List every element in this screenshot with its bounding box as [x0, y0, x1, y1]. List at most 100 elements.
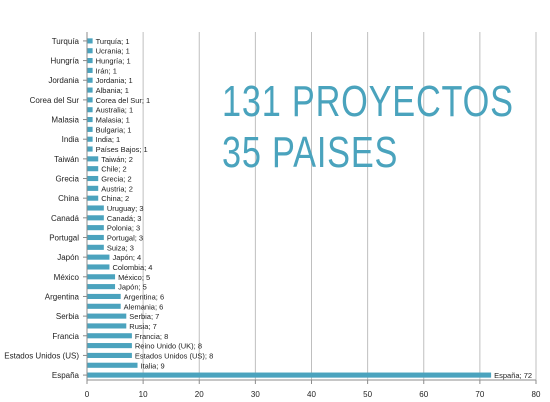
data-label: Portugal; 3 — [107, 233, 143, 242]
x-tick-label: 80 — [532, 390, 541, 399]
bar — [87, 274, 116, 280]
y-tick-label: Argentina — [45, 292, 80, 301]
x-tick-label: 70 — [475, 390, 484, 399]
bar — [87, 87, 93, 93]
bar — [87, 333, 132, 339]
bar — [87, 175, 99, 182]
data-label: Grecia; 2 — [101, 175, 131, 184]
bar — [87, 205, 104, 211]
data-label: Países Bajos; 1 — [96, 145, 148, 154]
bar — [87, 264, 110, 270]
data-label: Malasia; 1 — [96, 116, 130, 125]
bar — [87, 67, 93, 73]
bar — [87, 166, 99, 172]
data-label: México; 5 — [118, 273, 150, 282]
bar — [87, 38, 93, 44]
y-tick-label: Jordania — [48, 76, 79, 85]
data-label: Argentina; 6 — [124, 292, 164, 301]
bar — [87, 156, 99, 162]
y-tick-label: India — [62, 135, 80, 144]
y-tick-label: China — [58, 194, 79, 203]
data-label: España; 72 — [494, 371, 532, 380]
y-tick-label: Turquía — [52, 37, 80, 46]
grid-lines — [142, 32, 537, 380]
y-tick-label: Japón — [57, 253, 79, 262]
data-label: Italia; 9 — [141, 361, 165, 370]
bar — [87, 234, 104, 241]
data-label: Bulgaria; 1 — [96, 125, 132, 134]
bar — [87, 136, 93, 142]
bar — [87, 116, 93, 123]
data-label: Corea del Sur; 1 — [96, 96, 151, 105]
bars — [87, 38, 492, 378]
data-label: Taiwán; 2 — [101, 155, 133, 164]
y-tick-labels: Turquía Hungría Jordania Corea del Sur Malas… — [4, 37, 79, 380]
data-label: Canadá; 3 — [107, 214, 142, 223]
bar — [87, 215, 104, 221]
data-label: Australia; 1 — [96, 106, 134, 115]
y-tick-label: Malasia — [51, 116, 79, 125]
bar — [87, 195, 99, 201]
bar — [87, 146, 93, 152]
axes — [83, 32, 537, 384]
y-tick-label: México — [54, 273, 80, 282]
y-tick-label: Serbia — [56, 312, 80, 321]
x-tick-label: 50 — [363, 390, 372, 399]
x-tick-label: 30 — [251, 390, 260, 399]
y-tick-label: Estados Unidos (US) — [4, 351, 79, 360]
data-label: China; 2 — [101, 194, 129, 203]
data-label: Albania; 1 — [96, 86, 129, 95]
data-label: Japón; 4 — [112, 253, 141, 262]
bar — [87, 362, 138, 368]
bar — [87, 185, 99, 191]
bar — [87, 254, 110, 260]
bar — [87, 97, 93, 103]
bar — [87, 126, 93, 132]
x-tick-label: 40 — [307, 390, 316, 399]
data-label: Irán; 1 — [96, 66, 117, 75]
y-tick-label: Canadá — [51, 214, 80, 223]
bar — [87, 323, 127, 329]
y-tick-label: Corea del Sur — [30, 96, 80, 105]
bar — [87, 372, 492, 378]
y-tick-label: Portugal — [49, 233, 79, 242]
data-label: Jordania; 1 — [96, 76, 133, 85]
bar — [87, 58, 93, 64]
x-tick-label: 20 — [195, 390, 204, 399]
x-tick-labels: 0 10 20 30 40 50 60 70 80 — [85, 390, 541, 399]
data-label: Suiza; 3 — [107, 243, 134, 252]
bar — [87, 77, 93, 83]
data-label: Turquía; 1 — [96, 37, 130, 46]
bar — [87, 107, 93, 113]
bar — [87, 225, 104, 231]
data-label: Rusia; 7 — [129, 322, 157, 331]
bar — [87, 313, 127, 319]
headline-countries: 35 PAISES — [222, 128, 399, 177]
bar — [87, 352, 132, 358]
x-tick-label: 10 — [139, 390, 148, 399]
y-tick-label: Hungría — [51, 57, 80, 66]
bar — [87, 284, 116, 290]
bar — [87, 244, 104, 250]
headline-projects: 131 PROYECTOS — [222, 77, 514, 126]
data-label: India; 1 — [96, 135, 121, 144]
data-label: Reino Unido (UK); 8 — [135, 342, 202, 351]
data-label: Alemania; 6 — [124, 302, 164, 311]
data-label: Serbia; 7 — [129, 312, 159, 321]
y-tick-label: Grecia — [55, 175, 79, 184]
y-tick-label: Francia — [52, 332, 79, 341]
bar — [87, 303, 121, 309]
bar — [87, 343, 132, 349]
data-label: Chile; 2 — [101, 165, 126, 174]
data-label: Polonia; 3 — [107, 224, 140, 233]
data-label: Uruguay; 3 — [107, 204, 144, 213]
bar — [87, 48, 93, 54]
data-label: Hungría; 1 — [96, 57, 131, 66]
y-tick-label: España — [52, 371, 80, 380]
data-label: Colombia; 4 — [112, 263, 152, 272]
y-tick-label: Taiwán — [54, 155, 79, 164]
data-label: Francia; 8 — [135, 332, 168, 341]
data-label: Austria; 2 — [101, 184, 133, 193]
